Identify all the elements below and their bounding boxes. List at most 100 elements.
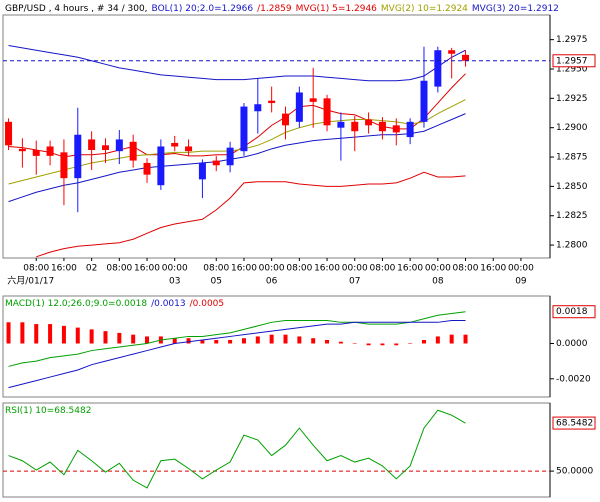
title-part: /0.0005 xyxy=(190,299,225,309)
x-tick-label: 08:00 xyxy=(369,264,395,274)
candle-body xyxy=(406,121,414,138)
title-part: RSI(1) 10=68.5482 xyxy=(5,406,91,416)
x-tick-label: 00:00 xyxy=(425,264,451,274)
x-tick-label: 16:00 xyxy=(314,264,340,274)
x-date-label: 09 xyxy=(515,277,527,287)
panel-title: MACD(1) 12.0;26.0;9.0=0.0018/0.0013/0.00… xyxy=(5,299,224,309)
x-tick-label: 16:00 xyxy=(480,264,506,274)
x-tick-label: 08:00 xyxy=(106,264,132,274)
panel-frame xyxy=(2,295,551,398)
candle-body xyxy=(392,125,400,133)
histogram-bar xyxy=(61,325,66,344)
histogram-bar xyxy=(338,341,343,344)
candle-body xyxy=(115,139,123,152)
candle-body xyxy=(323,98,331,126)
candle-body xyxy=(88,139,96,150)
candle-body xyxy=(46,146,54,156)
current-box xyxy=(552,416,596,430)
histogram-bar xyxy=(34,324,39,344)
candle-body xyxy=(5,121,13,146)
x-tick-label: 16:00 xyxy=(231,264,257,274)
candle-body xyxy=(226,147,234,166)
histogram-bar xyxy=(117,332,122,344)
histogram-bar xyxy=(145,336,150,344)
indicator-line xyxy=(8,409,466,489)
y-tick-label: 1.2900 xyxy=(556,123,588,133)
indicator-line xyxy=(8,320,466,389)
histogram-bar xyxy=(255,336,260,344)
candle-body xyxy=(434,50,442,87)
candle-body xyxy=(157,146,165,186)
panel-title: RSI(1) 10=68.5482 xyxy=(5,406,91,416)
title-part: MACD(1) 12.0;26.0;9.0=0.0018 xyxy=(5,299,147,309)
x-tick-label: 02 xyxy=(86,264,97,274)
x-date-label: 08 xyxy=(432,277,444,287)
current-value: 1.2957 xyxy=(556,56,588,66)
indicator-line xyxy=(8,45,466,82)
candle-body xyxy=(143,162,151,175)
candle-body xyxy=(60,152,68,179)
panel-title: GBP/USD , 4 hours , # 34 / 300, BOL(1) 20… xyxy=(5,4,559,14)
candle-body xyxy=(129,141,137,161)
title-part: BOL(1) 20;2.0=1.2966 xyxy=(152,4,254,14)
candle-body xyxy=(18,148,26,152)
candle-body xyxy=(212,160,220,166)
candle-body xyxy=(74,134,82,179)
indicator-line xyxy=(36,171,466,258)
indicator-line xyxy=(8,113,466,203)
candle-body xyxy=(462,54,470,61)
candle-body xyxy=(282,113,290,126)
histogram-bar xyxy=(463,334,468,344)
histogram-bar xyxy=(297,336,302,344)
x-date-label: 03 xyxy=(169,277,180,287)
histogram-bar xyxy=(366,343,371,346)
histogram-bar xyxy=(241,338,246,344)
x-tick-label: 16:00 xyxy=(397,264,423,274)
x-tick-label: 00:00 xyxy=(342,264,368,274)
indicator-line xyxy=(8,311,466,367)
candle-body xyxy=(240,106,248,152)
x-tick-label: 16:00 xyxy=(134,264,160,274)
candle-body xyxy=(309,98,317,102)
histogram-bar xyxy=(283,334,288,344)
histogram-bar xyxy=(380,343,385,346)
candle-body xyxy=(365,119,373,126)
x-tick-label: 00:00 xyxy=(259,264,285,274)
histogram-bar xyxy=(325,339,330,344)
histogram-bar xyxy=(131,334,136,344)
title-part: MVG(3) 20=1.2912 xyxy=(472,4,559,14)
histogram-bar xyxy=(269,334,274,344)
y-tick-label: 1.2825 xyxy=(556,211,588,221)
y-tick-label: 1.2850 xyxy=(556,182,588,192)
y-tick-label: 1.2975 xyxy=(556,35,588,45)
histogram-bar xyxy=(311,338,316,344)
x-tick-label: 08:00 xyxy=(23,264,49,274)
y-tick-label: -0.0020 xyxy=(556,374,591,384)
y-tick-label: 1.2875 xyxy=(556,153,588,163)
histogram-bar xyxy=(228,339,233,344)
y-tick-label: 1.2925 xyxy=(556,94,588,104)
y-tick-label: 1.2950 xyxy=(556,65,588,75)
current-box xyxy=(552,305,596,319)
x-tick-label: 08:00 xyxy=(453,264,479,274)
y-tick-label: 1.2800 xyxy=(556,241,588,251)
candle-body xyxy=(420,80,428,122)
candle-body xyxy=(32,150,40,156)
title-part: /1.2859 xyxy=(257,4,292,14)
title-part: MVG(1) 5=1.2946 xyxy=(296,4,378,14)
indicator-line xyxy=(8,73,466,158)
title-part: GBP/USD , 4 hours , # 34 / 300, xyxy=(5,4,148,14)
x-tick-label: 08:00 xyxy=(286,264,312,274)
histogram-bar xyxy=(89,329,94,344)
histogram-bar xyxy=(435,336,440,344)
candle-body xyxy=(351,121,359,132)
candle-body xyxy=(101,145,109,150)
x-date-label: 07 xyxy=(349,277,360,287)
histogram-bar xyxy=(172,338,177,344)
histogram-bar xyxy=(103,331,108,344)
histogram-bar xyxy=(394,343,399,346)
y-tick-label: 0.0000 xyxy=(556,339,588,349)
histogram-bar xyxy=(408,343,413,344)
x-date-label: 06 xyxy=(266,277,278,287)
